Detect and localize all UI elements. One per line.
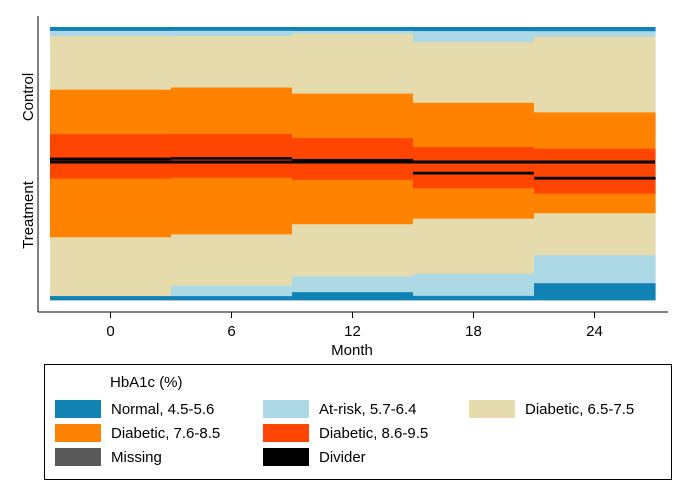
legend-label-diabetic-low: Diabetic, 6.5-7.5 <box>525 400 635 418</box>
heatmap-cell-m6-diabetic_high-4 <box>171 133 293 158</box>
heatmap-cell-m6-normal-10 <box>171 296 293 301</box>
heatmap-cell-m0-divider-5 <box>50 157 172 161</box>
heatmap-cell-m6-divider-5 <box>171 157 293 161</box>
heatmap-cell-m24-diabetic_low-8 <box>534 213 656 256</box>
legend-swatch-diabetic-mid <box>55 424 101 442</box>
heatmap-cell-m0-normal-9 <box>50 296 172 301</box>
legend-item-divider: Divider <box>263 447 366 467</box>
heatmap-cell-m18-diabetic_low-8 <box>413 218 535 275</box>
heatmap-cell-m6-at_risk-9 <box>171 285 293 297</box>
heatmap-cell-m24-normal-10 <box>534 283 656 301</box>
hba1c-heatmap-chart: 0 6 12 18 24 Month Control Treatment <box>20 16 668 359</box>
heatmap-cell-m12-normal-10 <box>292 292 414 301</box>
heatmap-cell-m12-normal-0 <box>292 27 414 32</box>
group-label-treatment: Treatment <box>20 180 37 249</box>
heatmap-cell-m18-at_risk-1 <box>413 31 535 43</box>
x-tick-label-12: 12 <box>344 323 361 340</box>
heatmap-cell-m24-diabetic_mid-3 <box>534 112 656 150</box>
heatmap-cell-m12-at_risk-1 <box>292 30 414 34</box>
legend-label-at-risk: At-risk, 5.7-6.4 <box>319 400 417 418</box>
heatmap-cell-m12-diabetic_mid-3 <box>292 93 414 139</box>
legend-swatch-at-risk <box>263 400 309 418</box>
heatmap-cells <box>50 27 656 301</box>
x-axis-title: Month <box>331 342 373 359</box>
heatmap-cell-m12-at_risk-9 <box>292 276 414 293</box>
heatmap-cell-m12-diabetic_low-2 <box>292 33 414 95</box>
heatmap-cell-m0-diabetic_high-4 <box>50 134 172 159</box>
legend-label-diabetic-mid: Diabetic, 7.6-8.5 <box>111 424 221 442</box>
legend-label-divider: Divider <box>319 448 366 466</box>
heatmap-cell-m18-diabetic_high-6 <box>413 174 535 189</box>
heatmap-cell-m6-diabetic_low-2 <box>171 36 293 88</box>
legend-label-diabetic-high: Diabetic, 8.6-9.5 <box>319 424 429 442</box>
heatmap-cell-m6-diabetic_low-8 <box>171 234 293 287</box>
legend-label-normal: Normal, 4.5-5.6 <box>111 400 215 418</box>
heatmap-cell-m6-diabetic_high-6 <box>171 159 293 179</box>
heatmap-cell-m0-diabetic_mid-3 <box>50 89 172 135</box>
legend-item-diabetic-low: Diabetic, 6.5-7.5 <box>469 399 634 419</box>
legend-label-missing: Missing <box>111 448 162 466</box>
heatmap-cell-m18-diabetic_high-4 <box>413 146 535 173</box>
legend-swatch-divider <box>263 448 309 466</box>
heatmap-cell-m18-diabetic_mid-3 <box>413 102 535 148</box>
heatmap-cell-m6-diabetic_mid-3 <box>171 87 293 135</box>
legend-swatch-missing <box>55 448 101 466</box>
x-tick-label-0: 0 <box>106 323 114 340</box>
x-ticks: 0 6 12 18 24 <box>106 312 603 340</box>
x-tick-label-6: 6 <box>227 323 235 340</box>
heatmap-cell-m18-divider-5 <box>413 171 535 175</box>
heatmap-cell-m18-diabetic_low-2 <box>413 42 535 104</box>
heatmap-cell-m6-diabetic_mid-7 <box>171 177 293 235</box>
heatmap-cell-m0-at_risk-1 <box>50 30 172 37</box>
heatmap-cell-m24-at_risk-1 <box>534 31 656 38</box>
x-tick-label-24: 24 <box>586 323 603 340</box>
legend: HbA1c (%) Normal, 4.5-5.6 At-risk, 5.7-6… <box>44 364 672 480</box>
heatmap-cell-m0-diabetic_low-8 <box>50 237 172 297</box>
heatmap-cell-m18-at_risk-9 <box>413 273 535 297</box>
heatmap-cell-m18-normal-0 <box>413 27 535 32</box>
heatmap-cell-m0-diabetic_high-6 <box>50 160 172 179</box>
heatmap-cell-m0-diabetic_low-2 <box>50 36 172 91</box>
legend-swatch-diabetic-low <box>469 400 515 418</box>
legend-swatch-diabetic-high <box>263 424 309 442</box>
heatmap-cell-m6-normal-0 <box>171 27 293 32</box>
heatmap-cell-m18-normal-10 <box>413 295 535 301</box>
heatmap-cell-m24-normal-0 <box>534 27 656 32</box>
heatmap-cell-m0-diabetic_mid-7 <box>50 178 172 238</box>
legend-item-at-risk: At-risk, 5.7-6.4 <box>263 399 417 419</box>
heatmap-cell-m18-diabetic_mid-7 <box>413 188 535 220</box>
heatmap-cell-m6-at_risk-1 <box>171 30 293 37</box>
heatmap-cell-m12-diabetic_mid-7 <box>292 179 414 225</box>
heatmap-cell-m12-diabetic_high-4 <box>292 138 414 160</box>
heatmap-cell-m12-diabetic_low-8 <box>292 224 414 277</box>
heatmap-cell-m24-diabetic_mid-7 <box>534 193 656 214</box>
group-label-control: Control <box>20 73 37 121</box>
heatmap-cell-m0-normal-0 <box>50 27 172 32</box>
legend-item-normal: Normal, 4.5-5.6 <box>55 399 214 419</box>
x-tick-label-18: 18 <box>465 323 482 340</box>
heatmap-cell-m24-diabetic_low-2 <box>534 36 656 113</box>
legend-title: HbA1c (%) <box>110 374 183 391</box>
heatmap-cell-m24-at_risk-9 <box>534 255 656 284</box>
heatmap-cell-m24-diabetic_high-6 <box>534 179 656 194</box>
legend-item-missing: Missing <box>55 447 162 467</box>
legend-swatch-normal <box>55 400 101 418</box>
heatmap-cell-m12-diabetic_high-6 <box>292 161 414 181</box>
heatmap-cell-m12-divider-5 <box>292 158 414 162</box>
legend-item-diabetic-mid: Diabetic, 7.6-8.5 <box>55 423 220 443</box>
legend-item-diabetic-high: Diabetic, 8.6-9.5 <box>263 423 428 443</box>
heatmap-cell-m24-divider-5 <box>534 176 656 180</box>
